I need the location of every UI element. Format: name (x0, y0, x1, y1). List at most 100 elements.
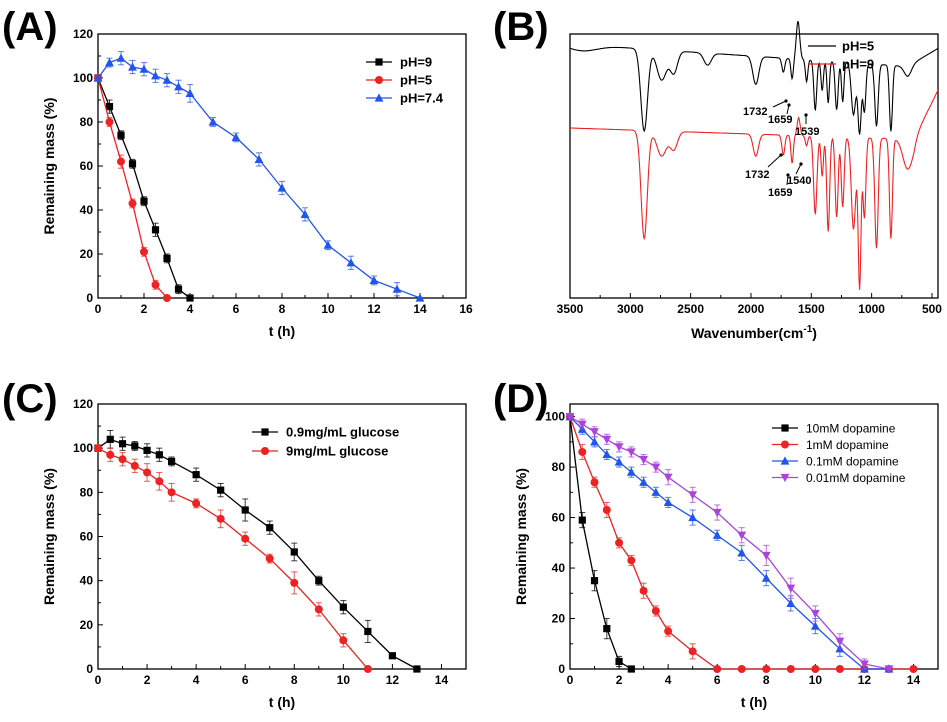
data-point (602, 449, 612, 459)
data-point (602, 506, 611, 514)
data-point (369, 275, 379, 284)
data-point (105, 118, 114, 126)
y-tick-label: 40 (80, 203, 94, 217)
data-point (163, 294, 171, 302)
data-point (651, 606, 660, 615)
legend-label: pH=5 (842, 39, 874, 54)
data-point (712, 508, 722, 518)
data-point (639, 477, 648, 486)
data-point (578, 516, 586, 524)
x-tick-label: 1500 (798, 302, 825, 316)
data-point (151, 71, 160, 80)
y-axis-title: Remaining mass (%) (41, 468, 57, 605)
x-axis-title-end: ) (812, 325, 817, 341)
data-point (117, 131, 125, 139)
y-tick-label: 0 (86, 662, 93, 676)
series-line (97, 57, 421, 299)
legend-label: 10mM dopamine (806, 422, 896, 436)
x-tick-label: 6 (233, 302, 240, 316)
data-point (254, 154, 264, 163)
data-point (388, 652, 396, 660)
data-point (118, 455, 127, 464)
legend-label: pH=9 (400, 55, 432, 70)
legend: 0.9mg/mL glucose 9mg/mL glucose (252, 425, 399, 459)
series-2 (94, 444, 372, 673)
x-axis-title-main: Wavenumber(cm (691, 325, 803, 341)
data-point (265, 554, 274, 563)
peak-annotation: 1732 (743, 106, 767, 118)
data-point (186, 294, 194, 302)
x-tick-label: 4 (187, 302, 194, 316)
data-point (664, 627, 673, 636)
data-point (737, 548, 747, 557)
series-1 (94, 430, 421, 673)
data-point (614, 457, 624, 466)
annotation-arrow (767, 154, 782, 168)
data-point (639, 455, 648, 465)
x-tick-label: 8 (279, 302, 286, 316)
data-point (761, 573, 771, 582)
series-1 (566, 413, 635, 673)
y-tick-label: 20 (80, 247, 94, 261)
spectrum-ph5-line (569, 20, 939, 135)
data-point (590, 437, 599, 446)
y-tick-label: 100 (73, 71, 93, 85)
x-axis-title: t (h) (269, 323, 295, 339)
legend-marker (374, 93, 384, 102)
data-point (614, 443, 624, 452)
data-point (909, 665, 918, 673)
data-point (615, 657, 623, 666)
data-point (811, 665, 820, 673)
data-point (339, 636, 348, 645)
x-tick-label: 1000 (858, 302, 885, 316)
data-point (143, 468, 152, 477)
data-point (713, 665, 722, 673)
data-point (217, 486, 225, 494)
data-point (884, 665, 894, 674)
y-tick-label: 20 (80, 618, 94, 632)
data-point (786, 584, 796, 593)
data-point (105, 103, 114, 111)
x-tick-label: 16 (459, 302, 473, 316)
peak-annotation: 1540 (787, 175, 811, 187)
x-tick-label: 12 (367, 302, 381, 316)
y-tick-label: 80 (80, 485, 94, 499)
x-tick-label: 12 (386, 673, 400, 687)
y-axis-title: Remaining mass (%) (513, 468, 529, 605)
data-point (231, 132, 241, 141)
series-line (97, 447, 369, 670)
data-point (810, 609, 820, 619)
data-point (241, 534, 250, 543)
series-4 (565, 413, 894, 674)
data-point (762, 665, 771, 673)
x-tick-label: 2 (616, 673, 623, 687)
x-tick-label: 2 (144, 673, 151, 687)
data-point (155, 477, 164, 486)
legend-label: 9mg/mL glucose (286, 444, 388, 459)
series-2 (566, 412, 918, 673)
annotation-arrow (772, 100, 787, 108)
y-tick-label: 0 (558, 662, 565, 676)
legend-marker (781, 440, 789, 449)
data-point (290, 548, 298, 556)
x-axis-title: t (h) (269, 694, 295, 710)
data-point (174, 285, 183, 293)
annotation-arrowhead (804, 113, 808, 117)
data-point (590, 577, 599, 585)
data-point (602, 435, 612, 444)
panel-d: 0 2 4 6 8 10 12 14 0 20 40 60 80 100 t (h) Remaining ma… (513, 403, 939, 710)
data-point (590, 428, 599, 437)
annotation-arrow (786, 174, 789, 186)
data-point (105, 58, 114, 67)
data-point (835, 637, 845, 646)
panel-letter-b: (B) (493, 5, 549, 49)
data-point (712, 530, 722, 539)
annotation-arrowhead (799, 162, 803, 166)
data-point (688, 491, 698, 500)
x-axis-title: t (h) (741, 694, 767, 710)
data-point (216, 514, 225, 523)
data-point (761, 551, 771, 561)
data-point (603, 625, 611, 633)
data-point (565, 413, 575, 422)
